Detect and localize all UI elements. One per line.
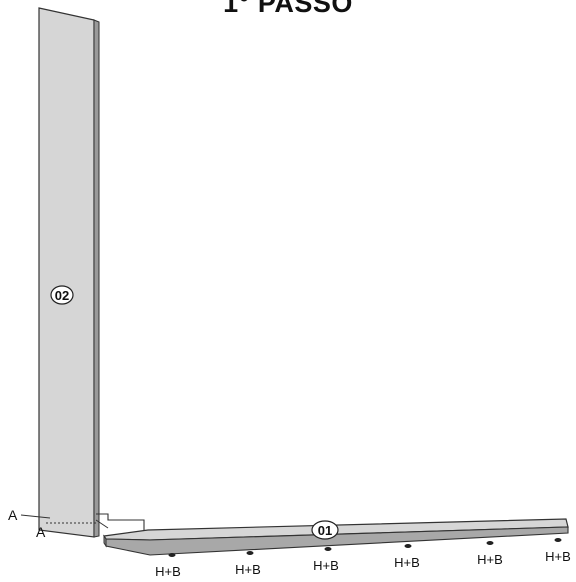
hole-5 — [486, 541, 494, 545]
hole-1 — [168, 553, 176, 557]
base-panel-01: 01 — [102, 518, 569, 556]
part-label-circle-01 — [311, 520, 339, 540]
part-label-01: 01 — [318, 523, 332, 538]
marker-a-upper: A — [8, 507, 18, 523]
part-label-circle-02 — [50, 285, 74, 305]
hardware-label-3: H+B — [313, 558, 339, 573]
part-label-02: 02 — [55, 288, 69, 303]
hardware-holes — [168, 538, 562, 557]
marker-a-upper-leader — [20, 514, 51, 519]
corner-bracket — [95, 513, 145, 540]
bracket-inner-line — [95, 519, 109, 529]
side-panel-02: 02 — [38, 7, 100, 538]
base-panel-left-edge — [103, 534, 107, 548]
side-panel-edge — [93, 19, 100, 538]
bracket-outline — [96, 513, 145, 540]
alignment-markers: A A — [8, 507, 96, 540]
hardware-label-2: H+B — [235, 562, 261, 577]
side-panel-front-face — [38, 7, 95, 538]
marker-a-lower: A — [36, 524, 46, 540]
hardware-labels: H+B H+B H+B H+B H+B H+B — [155, 549, 571, 579]
hardware-label-6: H+B — [545, 549, 571, 564]
step-title: 1° PASSO — [223, 0, 353, 18]
hole-2 — [246, 551, 254, 555]
hardware-label-4: H+B — [394, 555, 420, 570]
hardware-label-5: H+B — [477, 552, 503, 567]
hole-6 — [554, 538, 562, 542]
hardware-label-1: H+B — [155, 564, 181, 579]
hole-3 — [324, 547, 332, 551]
hole-4 — [404, 544, 412, 548]
